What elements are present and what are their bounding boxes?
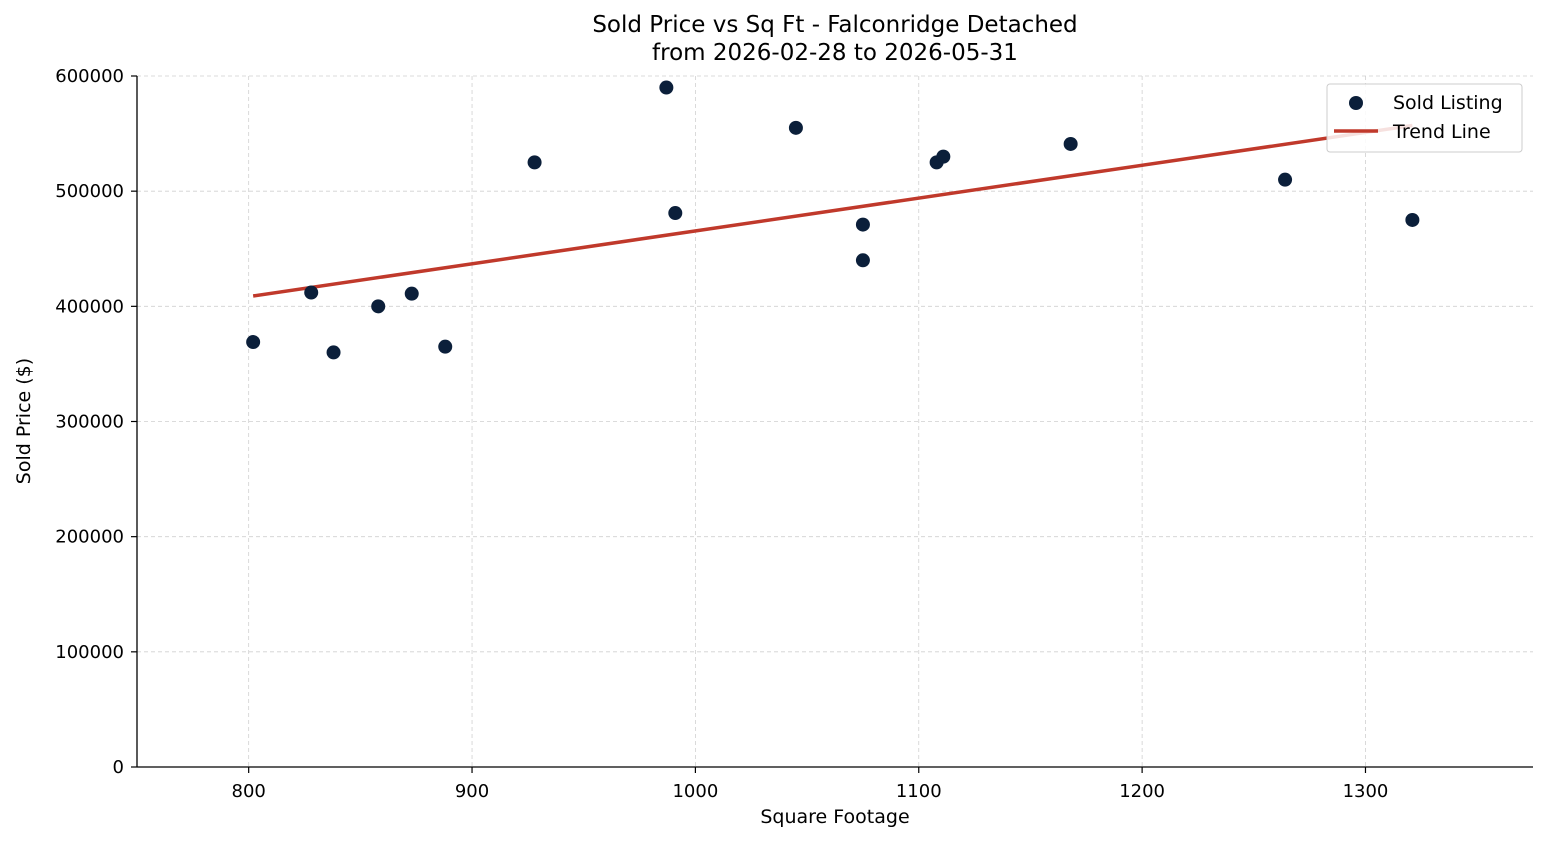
x-tick-label: 1300: [1343, 781, 1389, 802]
y-tick-label: 600000: [55, 66, 124, 87]
y-tick-label: 500000: [55, 181, 124, 202]
data-point: [668, 206, 683, 221]
data-point: [1063, 136, 1078, 151]
x-tick-label: 1200: [1119, 781, 1165, 802]
x-tick-label: 800: [232, 781, 266, 802]
y-tick-label: 0: [113, 757, 124, 778]
data-point: [371, 299, 386, 314]
data-point: [304, 285, 319, 300]
data-point: [659, 80, 674, 95]
y-tick-label: 300000: [55, 412, 124, 433]
y-axis-label: Sold Price ($): [13, 357, 35, 485]
legend-label-sold-listing: Sold Listing: [1393, 92, 1503, 114]
legend-label-trend-line: Trend Line: [1392, 121, 1491, 143]
chart-subtitle: from 2026-02-28 to 2026-05-31: [652, 40, 1018, 66]
data-point: [788, 120, 803, 135]
y-tick-label: 100000: [55, 642, 124, 663]
data-point: [855, 253, 870, 268]
legend-box: [1326, 83, 1523, 153]
data-point: [404, 286, 419, 301]
data-point: [936, 149, 951, 164]
x-tick-label: 900: [455, 781, 489, 802]
y-tick-label: 400000: [55, 296, 124, 317]
x-axis-label: Square Footage: [760, 806, 910, 828]
x-tick-label: 1100: [896, 781, 942, 802]
y-tick-label: 200000: [55, 527, 124, 548]
data-point: [855, 217, 870, 232]
data-point: [1405, 212, 1420, 227]
x-tick-label: 1000: [672, 781, 718, 802]
data-point: [326, 345, 341, 360]
chart-title: Sold Price vs Sq Ft - Falconridge Detach…: [592, 12, 1078, 38]
trend-line: [252, 123, 1413, 298]
data-point: [438, 339, 453, 354]
data-point: [246, 335, 261, 350]
data-point: [1278, 172, 1293, 187]
data-point: [527, 155, 542, 170]
legend-marker-sold-listing: [1349, 96, 1363, 110]
